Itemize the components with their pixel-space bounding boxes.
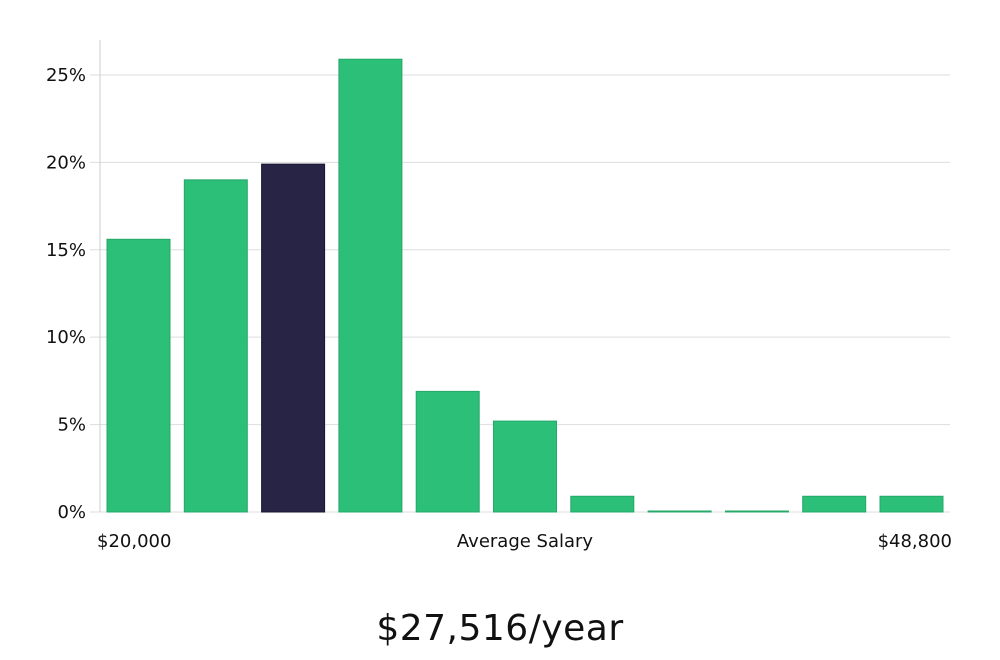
bar bbox=[647, 510, 712, 513]
bar bbox=[415, 390, 480, 513]
y-tick-label: 5% bbox=[57, 415, 86, 436]
bar bbox=[879, 495, 944, 513]
bars bbox=[106, 58, 944, 513]
y-tick-label: 25% bbox=[46, 65, 86, 86]
y-tick-label: 10% bbox=[46, 327, 86, 348]
bar bbox=[183, 179, 248, 513]
y-axis-ticks: 0% 5% 10% 15% 20% 25% bbox=[46, 65, 86, 523]
bar bbox=[724, 510, 789, 513]
y-tick-label: 15% bbox=[46, 240, 86, 261]
x-min-label: $20,000 bbox=[97, 531, 171, 552]
bar bbox=[493, 420, 557, 513]
bar-highlighted bbox=[261, 163, 326, 513]
salary-histogram: 0%5%10%15%20%25% $20,000 Average Salary … bbox=[46, 40, 952, 552]
bar bbox=[106, 238, 171, 513]
bar bbox=[802, 495, 867, 513]
average-salary-summary: $27,516/year bbox=[376, 608, 624, 649]
y-tick-label: 0% bbox=[57, 502, 86, 523]
bar bbox=[570, 495, 635, 513]
bar bbox=[338, 58, 403, 513]
x-axis-title: Average Salary bbox=[457, 531, 594, 552]
x-max-label: $48,800 bbox=[878, 531, 952, 552]
y-tick-label: 20% bbox=[46, 152, 86, 173]
